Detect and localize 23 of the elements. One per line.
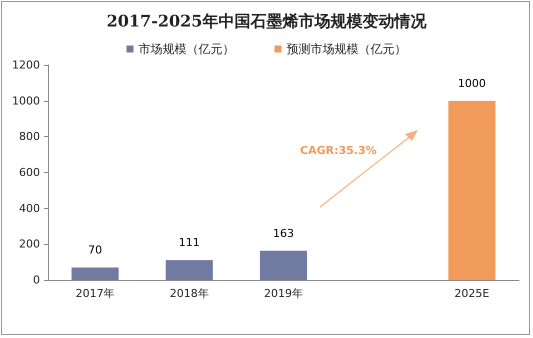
y-tick-label: 400 bbox=[19, 202, 40, 215]
bar bbox=[448, 100, 496, 280]
bar bbox=[72, 267, 119, 280]
legend-label: 市场规模（亿元） bbox=[138, 42, 234, 56]
data-label: 1000 bbox=[458, 76, 486, 90]
bar bbox=[260, 250, 308, 280]
chart-title: 2017-2025年中国石墨烯市场规模变动情况 bbox=[106, 12, 428, 30]
annotation: CAGR:35.3% bbox=[300, 144, 377, 157]
data-label: 111 bbox=[178, 236, 200, 250]
y-tick-label: 1000 bbox=[12, 94, 40, 108]
x-tick-label: 2019年 bbox=[264, 287, 303, 300]
legend-label: 预测市场规模（亿元） bbox=[286, 42, 406, 56]
data-label: 163 bbox=[273, 226, 294, 240]
y-tick-label: 0 bbox=[33, 274, 40, 286]
y-tick-label: 800 bbox=[19, 130, 40, 144]
data-label: 70 bbox=[88, 243, 102, 256]
x-tick-label: 2017年 bbox=[76, 287, 115, 300]
x-tick-label: 2018年 bbox=[170, 287, 209, 300]
y-tick-label: 1200 bbox=[12, 58, 40, 72]
y-tick-label: 200 bbox=[19, 238, 40, 251]
y-tick-label: 600 bbox=[19, 166, 40, 179]
bar bbox=[166, 260, 213, 280]
x-tick-label: 2025E bbox=[454, 287, 490, 300]
